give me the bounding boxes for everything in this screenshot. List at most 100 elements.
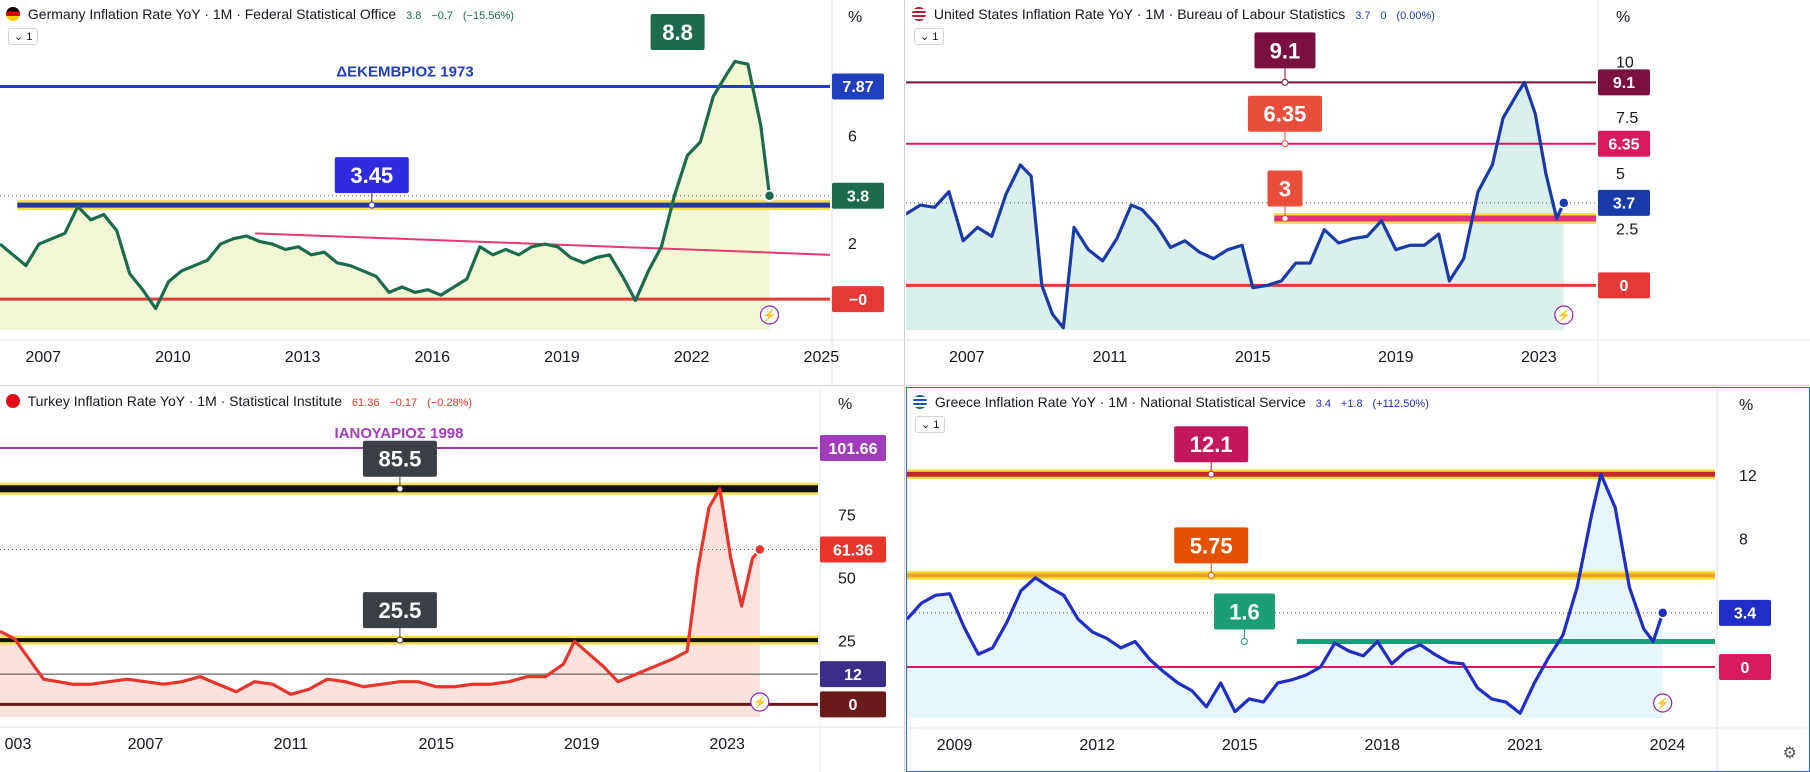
change-percent: (−0.28%): [427, 397, 473, 409]
x-tick-label: 2013: [285, 349, 321, 366]
y-tick-label: 7.5: [1616, 110, 1638, 127]
level-callout-bg: [334, 157, 409, 194]
change-value: −0.7: [431, 10, 454, 22]
price-badge: 101.66: [820, 435, 886, 462]
peak-callout: 8.8: [650, 14, 705, 50]
germany-chart[interactable]: ΔΕΚΕΜΒΡΙΟΣ 1973 3.45 8.8 6 2% 7.87 3.8 −0 2007 20…: [0, 0, 904, 385]
level-callout-label: 6.35: [1264, 102, 1307, 127]
y-axis-unit: %: [1739, 397, 1753, 414]
price-badge-bg: [1719, 654, 1771, 681]
price-badge-label: 0: [1620, 278, 1629, 295]
event-lightning-glyph: ⚡: [1656, 697, 1670, 710]
y-tick-label: 6: [848, 129, 857, 146]
greece-chart[interactable]: 12.1 5.75 1.6 12 8% 3.4 0 2009 2012 2015 2018 2021 2…: [907, 388, 1809, 771]
chart-title: United States Inflation Rate YoY · 1M · …: [933, 6, 1346, 22]
last-point: [763, 189, 776, 202]
x-tick-label: 2019: [544, 349, 580, 366]
change-value: +1.8: [1340, 398, 1363, 410]
price-badge: −0: [832, 286, 884, 313]
interval-chip[interactable]: ⌄ 1: [914, 28, 945, 45]
series-area: [0, 488, 760, 717]
price-badge-bg: [1598, 189, 1650, 216]
event-lightning-glyph: ⚡: [753, 696, 767, 709]
x-tick-label: 2025: [804, 349, 840, 366]
price-badge-bg: [1598, 130, 1650, 157]
chart-title: Greece Inflation Rate YoY · 1M · Nationa…: [934, 394, 1306, 410]
change-percent: (0.00%): [1396, 10, 1435, 22]
price-badge-bg: [820, 691, 886, 718]
callout-anchor: [1207, 571, 1215, 579]
greece-flag-icon: [913, 395, 927, 409]
level-callout: 85.5: [362, 440, 437, 477]
series-line: [0, 59, 772, 311]
level-callout: 12.1: [1174, 426, 1249, 463]
price-badge: 6.35: [1598, 130, 1650, 157]
event-lightning-glyph: ⚡: [1557, 309, 1571, 322]
series-line: [907, 472, 1665, 715]
level-callout-bg: [1267, 170, 1303, 207]
chart-panel-turkey[interactable]: ΙΑΝΟΥΑΡΙΟΣ 1998 85.5 25.5 75 50 25% 101.66 61.3…: [0, 387, 905, 772]
y-tick-label: 12: [1739, 468, 1757, 485]
x-tick-label: 2019: [1378, 349, 1414, 366]
price-badge-label: 101.66: [829, 441, 878, 458]
us-flag-icon: [912, 7, 926, 21]
change-percent: (−15.56%): [462, 10, 514, 22]
price-badge-label: 0: [1741, 660, 1750, 677]
x-tick-label: 003: [5, 736, 32, 753]
series-line: [906, 80, 1566, 330]
chart-panel-germany[interactable]: ΔΕΚΕΜΒΡΙΟΣ 1973 3.45 8.8 6 2% 7.87 3.8 −0 2007 20…: [0, 0, 905, 386]
level-callout: 6.35: [1247, 95, 1322, 132]
price-badge: 0: [820, 691, 886, 718]
level-callout: 3: [1267, 170, 1303, 207]
x-tick-label: 2022: [674, 349, 710, 366]
x-tick-label: 2007: [949, 349, 985, 366]
level-callout-label: 9.1: [1270, 38, 1301, 63]
settings-gear-icon[interactable]: ⚙: [1782, 745, 1797, 762]
price-badge-bg: [820, 536, 886, 563]
event-lightning-icon: [750, 692, 770, 712]
price-badge-bg: [1598, 272, 1650, 299]
level-callout: 3.45: [334, 157, 409, 194]
level-callout: 9.1: [1254, 32, 1316, 69]
level-callout-label: 5.75: [1190, 533, 1233, 558]
price-badge-bg: [1719, 599, 1771, 626]
series-line: [0, 487, 762, 696]
x-tick-label: 2015: [418, 736, 454, 753]
y-tick-label: 25: [838, 633, 856, 650]
peak-callout-label: 8.8: [662, 20, 693, 45]
chart-header: Germany Inflation Rate YoY · 1M · Federa…: [6, 6, 514, 22]
change-value: −0.17: [389, 397, 418, 409]
interval-chip[interactable]: ⌄ 1: [915, 416, 946, 433]
turkey-flag-icon: [6, 394, 20, 408]
interval-chip[interactable]: ⌄ 1: [8, 28, 39, 45]
chart-header: United States Inflation Rate YoY · 1M · …: [912, 6, 1435, 22]
price-badge: 9.1: [1598, 69, 1650, 96]
x-tick-label: 2015: [1235, 349, 1271, 366]
x-tick-label: 2012: [1079, 737, 1115, 754]
y-tick-label: 10: [1616, 54, 1634, 71]
price-badge: 3.8: [832, 182, 884, 209]
level-callout-bg: [1213, 593, 1275, 630]
x-tick-label: 2023: [1521, 349, 1557, 366]
chart-panel-greece[interactable]: 12.1 5.75 1.6 12 8% 3.4 0 2009 2012 2015 2018 2021 2…: [906, 387, 1810, 772]
level-callout-bg: [1254, 32, 1316, 69]
last-value: 3.7: [1355, 10, 1371, 22]
last-value: 61.36: [351, 397, 380, 409]
level-callout-bg: [362, 440, 437, 477]
callout-anchor: [1281, 214, 1289, 222]
change-percent: (+112.50%): [1372, 398, 1429, 410]
level-annotation: ΔΕΚΕΜΒΡΙΟΣ 1973: [336, 63, 473, 80]
price-badge-bg: [832, 182, 884, 209]
x-tick-label: 2024: [1650, 737, 1686, 754]
chart-panel-united-states[interactable]: 9.1 6.35 3 10 7.5 5 2.5% 9.1 6.35 3.7 0 2007 2011 201…: [906, 0, 1810, 386]
series-area: [906, 82, 1564, 330]
x-tick-label: 2023: [709, 736, 745, 753]
germany-flag-icon: [6, 7, 20, 21]
price-badge-label: 3.8: [847, 189, 869, 206]
event-lightning-icon: [1653, 693, 1673, 713]
last-point: [1656, 607, 1669, 619]
last-point: [1558, 197, 1570, 209]
interval-label: 1: [932, 31, 939, 43]
turkey-chart[interactable]: ΙΑΝΟΥΑΡΙΟΣ 1998 85.5 25.5 75 50 25% 101.66 61.3…: [0, 387, 904, 772]
